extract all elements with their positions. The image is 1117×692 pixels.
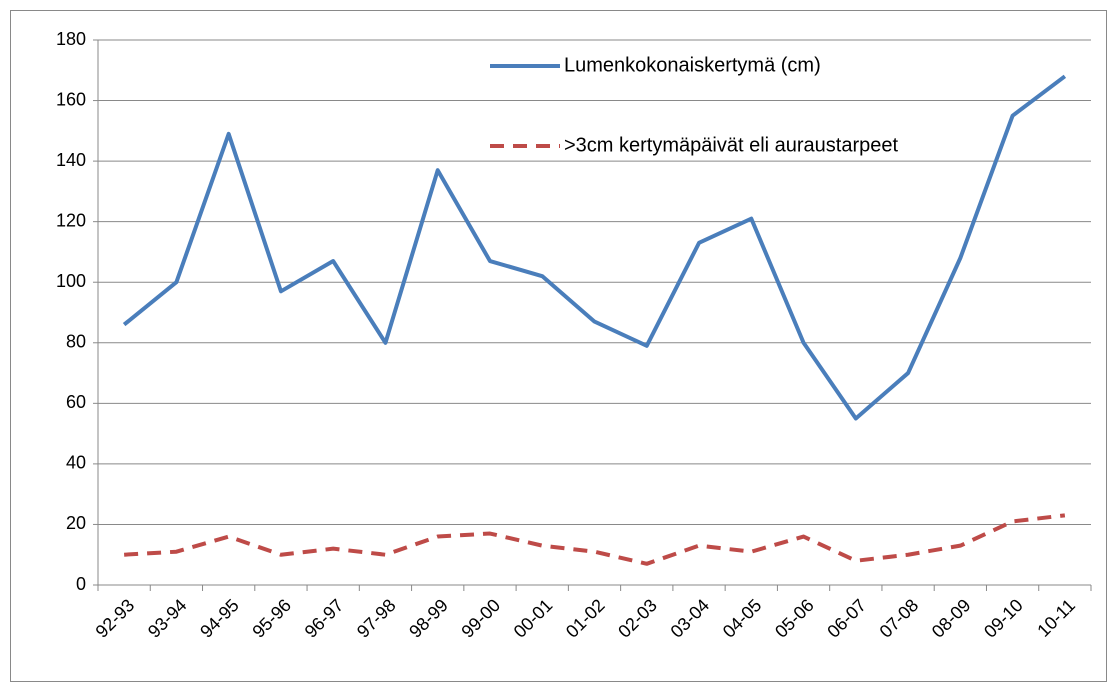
chart-border	[10, 10, 1107, 682]
legend-label: Lumenkokonaiskertymä (cm)	[564, 54, 821, 76]
y-tick-label: 120	[56, 210, 86, 230]
y-tick-label: 0	[76, 574, 86, 594]
legend-label: >3cm kertymäpäivät eli auraustarpeet	[564, 134, 898, 156]
y-tick-label: 100	[56, 271, 86, 291]
series-line	[122, 74, 1067, 421]
y-tick-label: 40	[66, 453, 86, 473]
y-tick-label: 140	[56, 150, 86, 170]
y-tick-label: 60	[66, 392, 86, 412]
y-tick-label: 160	[56, 89, 86, 109]
y-tick-label: 80	[66, 332, 86, 352]
y-tick-label: 20	[66, 513, 86, 533]
series-line	[124, 513, 1066, 566]
y-tick-label: 180	[56, 29, 86, 49]
